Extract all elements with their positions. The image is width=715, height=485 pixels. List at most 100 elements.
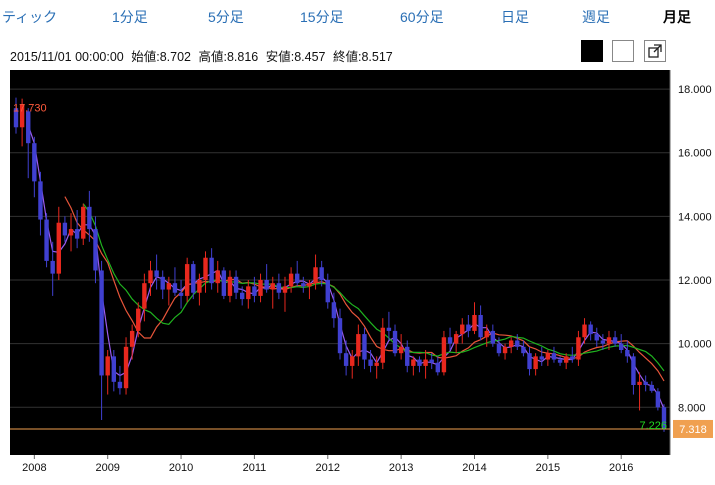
x-tick-label: 2011 <box>243 462 267 474</box>
candle-body <box>221 270 227 296</box>
candle-body <box>637 381 642 385</box>
candle-body <box>264 280 269 290</box>
candle-body <box>307 283 312 287</box>
tab-tick[interactable]: ティック <box>2 9 58 25</box>
candle-body <box>594 334 599 341</box>
candle-body <box>68 229 74 236</box>
candle-body <box>563 356 569 363</box>
candle-body <box>551 353 557 360</box>
candle-body <box>197 280 202 293</box>
x-tick-label: 2012 <box>316 462 340 474</box>
candle-body <box>521 346 526 354</box>
candle-body <box>447 337 453 344</box>
candle-body <box>570 356 575 360</box>
candle-body <box>350 356 355 366</box>
candle-body <box>215 270 220 284</box>
candle-body <box>655 391 661 408</box>
candle-body <box>441 337 447 373</box>
candle-body <box>233 276 239 293</box>
candle-body <box>136 308 141 331</box>
candle-body <box>466 324 471 331</box>
candle-body <box>625 350 630 357</box>
y-tick-label: 8.000 <box>678 402 706 414</box>
x-tick-label: 2010 <box>169 462 193 474</box>
candle-body <box>405 346 410 366</box>
candle-body <box>661 407 667 429</box>
candle-body <box>13 108 19 128</box>
candle-body <box>380 327 385 363</box>
candle-body <box>38 181 43 220</box>
candle-body <box>56 222 61 274</box>
x-tick-label: 2009 <box>95 462 119 474</box>
candle-body <box>32 143 37 182</box>
candle-body <box>111 356 117 382</box>
candle-body <box>99 270 104 376</box>
readout-datetime: 2015/11/01 00:00:00 <box>10 50 124 64</box>
tab-weekly[interactable]: 週足 <box>582 9 610 25</box>
x-tick-label: 2014 <box>462 462 486 474</box>
candle-body <box>398 346 404 354</box>
candle-body <box>105 356 110 376</box>
candle-body <box>239 292 245 300</box>
candle-body <box>508 340 514 347</box>
popout-icon[interactable] <box>644 40 666 62</box>
tab-1min[interactable]: 1分足 <box>112 9 148 25</box>
candle-body <box>325 280 330 303</box>
candle-body <box>282 286 288 293</box>
candle-body <box>374 362 379 366</box>
candle-body <box>26 111 31 144</box>
x-tick-label: 2015 <box>536 462 560 474</box>
candle-body <box>362 334 367 360</box>
timeframe-tabs: ティック 1分足 5分足 15分足 60分足 日足 週足 月足 <box>0 0 715 34</box>
x-tick-label: 2016 <box>609 462 633 474</box>
white-square-icon[interactable] <box>612 40 634 62</box>
candle-body <box>123 346 129 389</box>
candle-body <box>142 283 147 309</box>
candle-body <box>178 292 184 296</box>
candle-body <box>533 356 538 370</box>
y-tick-label: 10.000 <box>678 339 712 351</box>
candle-body <box>295 273 300 284</box>
candle-body <box>496 343 502 354</box>
y-tick-label: 14.000 <box>678 211 712 223</box>
candle-body <box>368 359 373 366</box>
tab-monthly[interactable]: 月足 <box>663 9 691 25</box>
candle-body <box>478 315 483 338</box>
y-tick-label: 16.000 <box>678 148 712 160</box>
candle-body <box>484 330 489 338</box>
candle-body <box>93 229 98 271</box>
x-tick-label: 2008 <box>22 462 46 474</box>
readout-close: 終値:8.517 <box>333 50 393 64</box>
candle-body <box>557 359 563 363</box>
min-price-label: 7.226 <box>639 420 667 432</box>
candle-body <box>545 353 551 360</box>
candle-body <box>160 276 165 290</box>
candle-body <box>392 330 398 354</box>
candle-body <box>319 267 324 280</box>
tab-daily[interactable]: 日足 <box>501 9 529 25</box>
candle-body <box>81 206 86 239</box>
candle-body <box>246 286 251 300</box>
y-tick-label: 18.000 <box>678 84 712 96</box>
y-tick-label: 12.000 <box>678 275 712 287</box>
tab-15min[interactable]: 15分足 <box>300 9 344 25</box>
candle-body <box>62 222 68 236</box>
candle-body <box>606 337 612 344</box>
candle-body <box>460 324 465 335</box>
candle-body <box>502 346 508 354</box>
candle-body <box>619 343 624 350</box>
black-square-icon[interactable] <box>581 40 603 62</box>
current-price-badge <box>673 419 713 438</box>
tab-5min[interactable]: 5分足 <box>208 9 244 25</box>
ohlc-readout: 2015/11/01 00:00:00 始値:8.702 高値:8.816 安値… <box>10 46 397 65</box>
candle-body <box>527 353 532 370</box>
readout-high: 高値:8.816 <box>198 50 259 64</box>
candle-body <box>411 359 416 366</box>
candle-body <box>129 330 135 347</box>
candle-body <box>209 257 214 284</box>
candle-body <box>356 334 361 357</box>
candle-body <box>472 315 477 331</box>
current-price-label: 7.318 <box>679 424 707 436</box>
tab-60min[interactable]: 60分足 <box>400 9 444 25</box>
